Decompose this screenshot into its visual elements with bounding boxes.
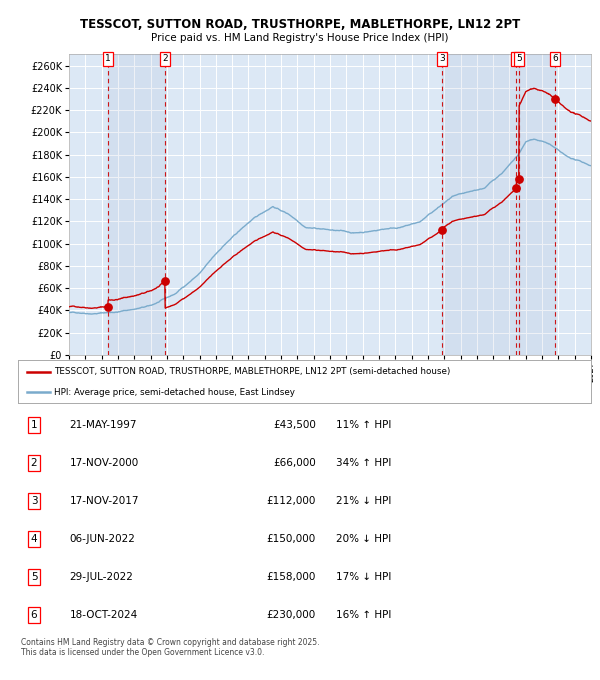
- Text: £66,000: £66,000: [273, 458, 316, 468]
- Text: 34% ↑ HPI: 34% ↑ HPI: [336, 458, 391, 468]
- Text: £150,000: £150,000: [267, 534, 316, 544]
- Text: 5: 5: [31, 572, 37, 582]
- Text: 5: 5: [516, 54, 522, 63]
- Text: 1: 1: [105, 54, 110, 63]
- Text: £43,500: £43,500: [273, 420, 316, 430]
- Point: [512, 182, 521, 193]
- Text: 17% ↓ HPI: 17% ↓ HPI: [336, 572, 391, 582]
- Text: 17-NOV-2017: 17-NOV-2017: [70, 496, 139, 506]
- Text: Contains HM Land Registry data © Crown copyright and database right 2025.
This d: Contains HM Land Registry data © Crown c…: [21, 638, 320, 658]
- Point: [103, 301, 113, 312]
- Bar: [442, 54, 519, 355]
- Bar: [108, 54, 165, 355]
- Text: £112,000: £112,000: [266, 496, 316, 506]
- Text: 11% ↑ HPI: 11% ↑ HPI: [336, 420, 391, 430]
- Text: 3: 3: [439, 54, 445, 63]
- Text: 21-MAY-1997: 21-MAY-1997: [70, 420, 137, 430]
- Point: [160, 276, 170, 287]
- Text: 4: 4: [514, 54, 519, 63]
- Text: £230,000: £230,000: [267, 610, 316, 619]
- Bar: [519, 54, 555, 355]
- Text: 21% ↓ HPI: 21% ↓ HPI: [336, 496, 391, 506]
- Text: Price paid vs. HM Land Registry's House Price Index (HPI): Price paid vs. HM Land Registry's House …: [151, 33, 449, 44]
- Text: 2: 2: [162, 54, 168, 63]
- Text: 6: 6: [31, 610, 37, 619]
- Point: [514, 173, 524, 184]
- Text: 20% ↓ HPI: 20% ↓ HPI: [336, 534, 391, 544]
- Text: TESSCOT, SUTTON ROAD, TRUSTHORPE, MABLETHORPE, LN12 2PT: TESSCOT, SUTTON ROAD, TRUSTHORPE, MABLET…: [80, 18, 520, 31]
- Text: 17-NOV-2000: 17-NOV-2000: [70, 458, 139, 468]
- Text: 18-OCT-2024: 18-OCT-2024: [70, 610, 138, 619]
- Point: [550, 93, 560, 104]
- Text: TESSCOT, SUTTON ROAD, TRUSTHORPE, MABLETHORPE, LN12 2PT (semi-detached house): TESSCOT, SUTTON ROAD, TRUSTHORPE, MABLET…: [53, 367, 450, 376]
- Text: £158,000: £158,000: [266, 572, 316, 582]
- Text: 1: 1: [31, 420, 37, 430]
- Text: 6: 6: [552, 54, 558, 63]
- Text: 16% ↑ HPI: 16% ↑ HPI: [336, 610, 391, 619]
- Text: 06-JUN-2022: 06-JUN-2022: [70, 534, 136, 544]
- Text: 29-JUL-2022: 29-JUL-2022: [70, 572, 133, 582]
- Text: 2: 2: [31, 458, 37, 468]
- Point: [437, 225, 447, 236]
- Text: 4: 4: [31, 534, 37, 544]
- Text: HPI: Average price, semi-detached house, East Lindsey: HPI: Average price, semi-detached house,…: [53, 388, 295, 396]
- Text: 3: 3: [31, 496, 37, 506]
